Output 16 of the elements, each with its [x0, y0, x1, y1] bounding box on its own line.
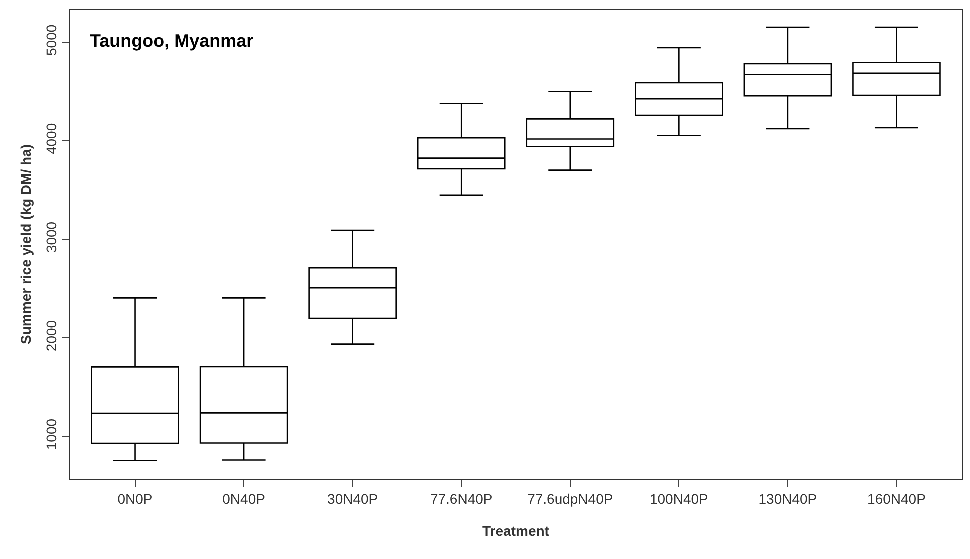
x-tick-label: 0N40P: [222, 490, 266, 507]
y-tick-label: 5000: [43, 24, 60, 56]
x-tick-label: 77.6N40P: [430, 490, 493, 507]
y-tick-label: 1000: [43, 418, 60, 450]
y-tick-label: 3000: [43, 222, 60, 254]
x-tick-label: 160N40P: [868, 490, 926, 507]
x-tick-label: 130N40P: [758, 490, 818, 507]
x-tick-label: 30N40P: [328, 490, 378, 507]
x-tick-label: 100N40P: [650, 490, 708, 507]
y-tick-label: 4000: [43, 123, 60, 155]
x-tick-label: 77.6udpN40P: [528, 490, 614, 507]
text: Taungoo, Myanmar: [90, 31, 254, 51]
x-tick-label: 0N0P: [118, 490, 153, 507]
y-tick-label: 2000: [43, 320, 60, 352]
y-axis-title: Summer rice yield (kg DM/ ha): [18, 144, 34, 344]
x-axis-title: Treatment: [482, 523, 550, 540]
